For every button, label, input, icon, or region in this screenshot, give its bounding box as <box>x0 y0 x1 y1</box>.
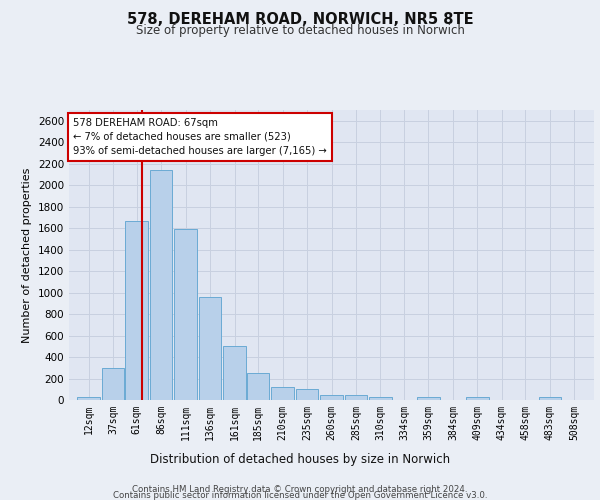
Bar <box>174 229 197 400</box>
Text: 578, DEREHAM ROAD, NORWICH, NR5 8TE: 578, DEREHAM ROAD, NORWICH, NR5 8TE <box>127 12 473 28</box>
Bar <box>539 398 561 400</box>
Bar <box>417 397 440 400</box>
Text: Contains HM Land Registry data © Crown copyright and database right 2024.: Contains HM Land Registry data © Crown c… <box>132 484 468 494</box>
Bar <box>247 373 269 400</box>
Bar <box>77 398 100 400</box>
Text: Size of property relative to detached houses in Norwich: Size of property relative to detached ho… <box>136 24 464 37</box>
Bar <box>345 394 367 400</box>
Bar <box>296 390 318 400</box>
Bar <box>150 170 172 400</box>
Bar <box>223 346 246 400</box>
Bar <box>125 220 148 400</box>
Bar <box>271 387 294 400</box>
Text: Distribution of detached houses by size in Norwich: Distribution of detached houses by size … <box>150 452 450 466</box>
Text: 578 DEREHAM ROAD: 67sqm
← 7% of detached houses are smaller (523)
93% of semi-de: 578 DEREHAM ROAD: 67sqm ← 7% of detached… <box>73 118 326 156</box>
Bar <box>466 397 489 400</box>
Bar <box>199 297 221 400</box>
Bar <box>369 397 392 400</box>
Bar <box>320 394 343 400</box>
Text: Contains public sector information licensed under the Open Government Licence v3: Contains public sector information licen… <box>113 491 487 500</box>
Bar <box>102 368 124 400</box>
Y-axis label: Number of detached properties: Number of detached properties <box>22 168 32 342</box>
